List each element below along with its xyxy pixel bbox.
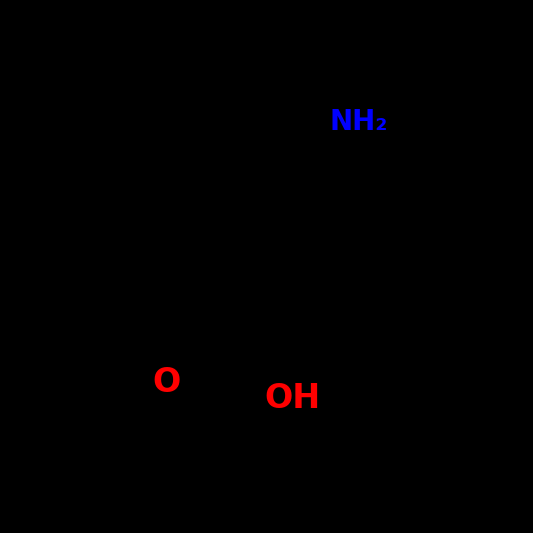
Text: OH: OH (264, 382, 320, 415)
Text: NH₂: NH₂ (330, 108, 389, 136)
Text: O: O (153, 367, 181, 400)
